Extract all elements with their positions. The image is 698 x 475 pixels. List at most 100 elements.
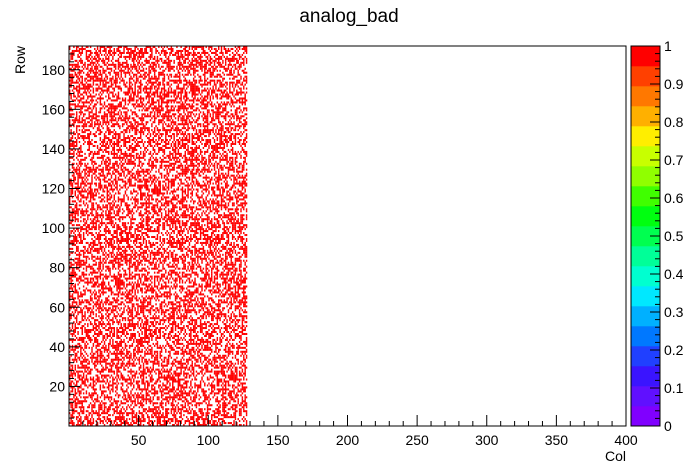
heatmap-cell (138, 156, 141, 159)
heatmap-cell (74, 301, 77, 304)
heatmap-cell (75, 127, 78, 130)
heatmap-cell (69, 160, 71, 163)
heatmap-cell (124, 192, 127, 195)
heatmap-cell (73, 81, 75, 84)
heatmap-cell (110, 188, 113, 191)
heatmap-cell (99, 83, 102, 86)
heatmap-cell (116, 253, 118, 256)
heatmap-cell (92, 234, 95, 237)
heatmap-cell (98, 115, 100, 118)
heatmap-cell (81, 59, 83, 62)
heatmap-cell (107, 303, 110, 306)
heatmap-cell (114, 390, 117, 393)
heatmap-cell (121, 422, 124, 425)
heatmap-cell (95, 75, 97, 78)
heatmap-cell (81, 97, 83, 100)
heatmap-cell (124, 291, 127, 294)
heatmap-cell (99, 216, 102, 219)
heatmap-cell (85, 378, 88, 381)
heatmap-cell (78, 73, 81, 76)
heatmap-cell (94, 113, 96, 116)
heatmap-cell (95, 99, 97, 102)
heatmap-cell (92, 168, 95, 171)
heatmap-cell (130, 344, 132, 347)
heatmap-cell (74, 329, 77, 332)
heatmap-cell (128, 141, 131, 144)
heatmap-cell (137, 141, 139, 144)
heatmap-cell (94, 150, 96, 153)
heatmap-cell (120, 241, 122, 244)
heatmap-cell (77, 263, 79, 266)
heatmap-cell (124, 91, 127, 94)
heatmap-cell (119, 184, 121, 187)
heatmap-cell (120, 101, 122, 104)
heatmap-cell (77, 420, 79, 423)
heatmap-cell (81, 119, 83, 122)
heatmap-cell (78, 265, 81, 268)
heatmap-cell (130, 382, 132, 385)
heatmap-cell (69, 412, 71, 415)
heatmap-cell (98, 309, 100, 312)
heatmap-cell (114, 277, 117, 280)
heatmap-cell (95, 107, 97, 110)
heatmap-cell (94, 222, 96, 225)
heatmap-cell (121, 340, 124, 343)
heatmap-cell (87, 416, 89, 419)
heatmap-cell (92, 291, 95, 294)
heatmap-cell (81, 410, 83, 413)
heatmap-cell (101, 392, 103, 395)
heatmap-cell (89, 115, 92, 118)
heatmap-cell (81, 150, 83, 153)
heatmap-cell (95, 301, 97, 304)
heatmap-cell (117, 133, 120, 136)
heatmap-cell (87, 57, 89, 60)
heatmap-cell (95, 340, 97, 343)
heatmap-cell (137, 170, 139, 173)
heatmap-cell (110, 113, 113, 116)
heatmap-cell (85, 190, 88, 193)
heatmap-cell (85, 125, 88, 128)
heatmap-cell (138, 170, 141, 173)
heatmap-cell (84, 65, 86, 68)
heatmap-cell (101, 234, 103, 237)
heatmap-cell (95, 131, 97, 134)
heatmap-cell (102, 305, 104, 308)
heatmap-cell (124, 85, 127, 88)
heatmap-cell (75, 172, 78, 175)
heatmap-cell (81, 75, 83, 78)
heatmap-cell (113, 259, 115, 262)
heatmap-cell (116, 164, 118, 167)
heatmap-cell (102, 188, 104, 191)
heatmap-cell (123, 340, 125, 343)
heatmap-cell (124, 121, 127, 124)
heatmap-cell (140, 247, 142, 250)
heatmap-cell (137, 176, 139, 179)
heatmap-cell (114, 257, 117, 260)
heatmap-cell (117, 142, 120, 146)
heatmap-cell (137, 392, 139, 395)
heatmap-cell (70, 416, 72, 419)
heatmap-cell (105, 374, 107, 377)
heatmap-cell (92, 154, 95, 157)
heatmap-cell (137, 99, 139, 102)
heatmap-cell (101, 404, 103, 407)
heatmap-cell (124, 277, 127, 280)
heatmap-cell (102, 214, 104, 217)
heatmap-cell (138, 85, 141, 88)
heatmap-cell (101, 194, 103, 197)
heatmap-cell (101, 184, 103, 187)
heatmap-cell (87, 117, 89, 120)
heatmap-cell (134, 404, 136, 407)
heatmap-cell (92, 198, 95, 201)
heatmap-cell (98, 247, 100, 250)
heatmap-cell (135, 259, 138, 262)
heatmap-cell (71, 152, 74, 155)
heatmap-cell (119, 220, 121, 223)
heatmap-cell (123, 317, 125, 320)
heatmap-cell (130, 319, 132, 322)
heatmap-cell (102, 390, 104, 393)
heatmap-cell (127, 117, 129, 120)
heatmap-cell (80, 182, 82, 185)
heatmap-cell (112, 382, 114, 385)
heatmap-cell (119, 198, 121, 201)
